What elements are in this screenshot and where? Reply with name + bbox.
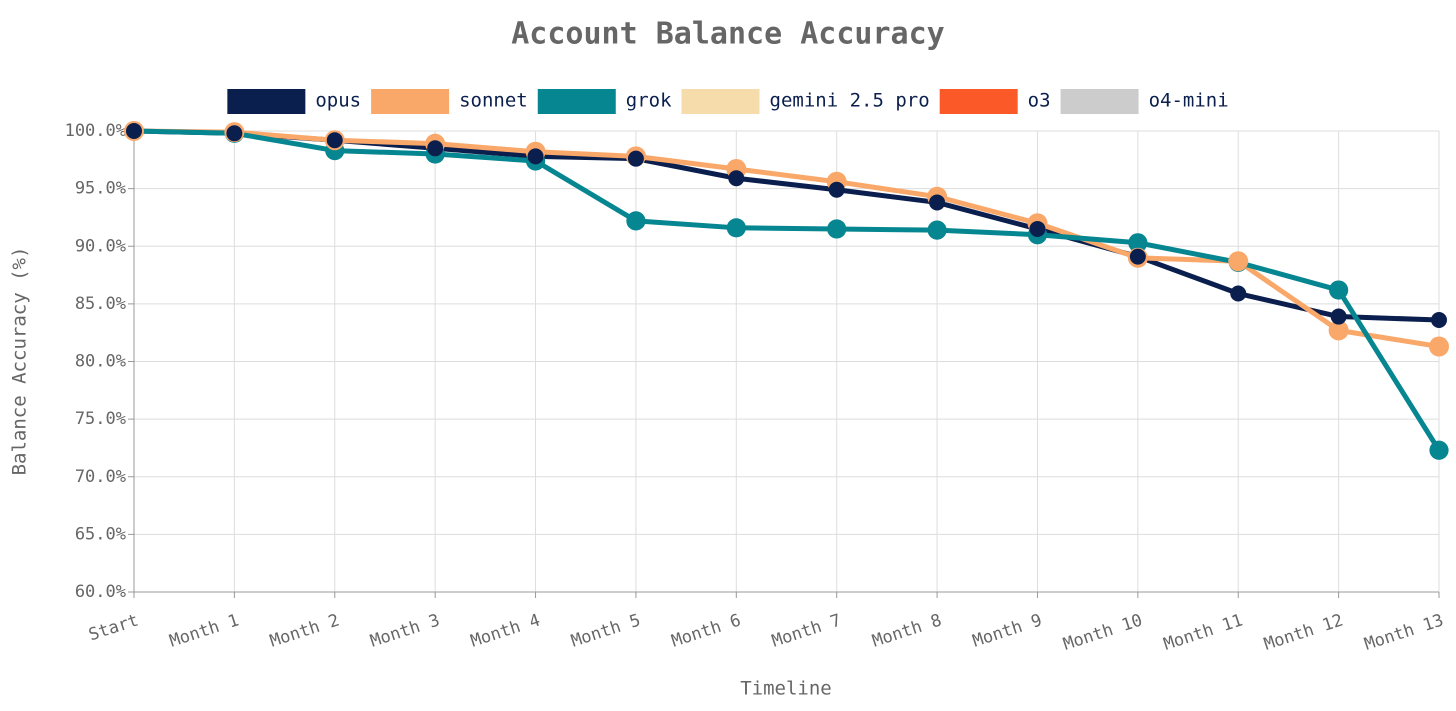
- x-tick-label: Month 4: [468, 610, 542, 651]
- x-tick-label: Month 10: [1061, 610, 1145, 654]
- data-point: [626, 211, 646, 231]
- data-point: [527, 148, 544, 165]
- data-point: [427, 140, 444, 157]
- legend-swatch: [1060, 89, 1139, 114]
- y-tick-label: 70.0%: [75, 467, 126, 487]
- x-tick-label: Month 1: [167, 610, 241, 651]
- legend-label: o4-mini: [1149, 90, 1229, 112]
- data-point: [929, 194, 946, 211]
- series-line: [133, 128, 1440, 349]
- legend-label: o3: [1028, 90, 1051, 112]
- legend-label: grok: [626, 90, 672, 112]
- data-point: [1029, 220, 1046, 237]
- y-tick-label: 60.0%: [75, 582, 126, 602]
- x-axis-label: Timeline: [740, 678, 832, 700]
- y-axis-label: Balance Accuracy (%): [9, 247, 31, 476]
- x-tick-label: Month 2: [268, 610, 342, 651]
- y-tick-label: 75.0%: [75, 409, 126, 429]
- x-tick-label: Month 12: [1262, 610, 1346, 654]
- x-tick-label: Month 6: [669, 610, 743, 651]
- data-point: [1431, 312, 1447, 329]
- data-point: [1230, 285, 1247, 302]
- legend: opus sonnet grok gemini 2.5 pro o3 o4-mini: [227, 89, 1229, 114]
- data-point: [927, 220, 947, 240]
- x-tick-label: Month 9: [970, 610, 1044, 651]
- y-tick-label: 65.0%: [75, 524, 126, 544]
- legend-swatch: [371, 89, 450, 114]
- legend-swatch: [537, 89, 616, 114]
- data-point: [126, 123, 142, 139]
- data-point: [1128, 233, 1148, 253]
- legend-label: gemini 2.5 pro: [770, 90, 930, 112]
- data-point: [1228, 251, 1249, 272]
- x-tick-label: Month 8: [870, 610, 944, 651]
- data-point: [1330, 308, 1347, 325]
- x-tick-label: Month 5: [569, 610, 643, 651]
- x-tick-label: Month 3: [368, 610, 442, 651]
- chart-title: Account Balance Accuracy: [511, 17, 944, 52]
- legend-swatch: [227, 89, 306, 114]
- legend-swatch: [939, 89, 1018, 114]
- data-point: [326, 132, 343, 149]
- data-point: [827, 219, 847, 239]
- grid: [133, 130, 1440, 593]
- y-tick-label: 85.0%: [75, 294, 126, 314]
- x-tick-label: Month 11: [1161, 610, 1245, 654]
- series-line: [133, 128, 1442, 452]
- legend-swatch: [681, 89, 760, 114]
- x-tick-label: Start: [86, 610, 141, 645]
- data-point: [726, 218, 746, 238]
- data-point: [828, 181, 845, 198]
- y-tick-label: 90.0%: [75, 236, 126, 256]
- data-point: [728, 170, 745, 187]
- x-tick-label: Month 13: [1362, 610, 1446, 654]
- legend-label: sonnet: [459, 90, 528, 112]
- legend-label: opus: [315, 90, 361, 112]
- data-point: [1429, 440, 1449, 460]
- data-point: [1129, 248, 1146, 265]
- data-point: [1328, 320, 1349, 341]
- data-point: [226, 125, 243, 142]
- x-tick-label: Month 7: [769, 610, 843, 651]
- y-tick-label: 80.0%: [75, 352, 126, 372]
- y-tick-label: 100.0%: [65, 121, 126, 141]
- data-point: [1329, 280, 1349, 300]
- data-point: [627, 150, 644, 167]
- data-point: [1429, 336, 1449, 357]
- y-tick-label: 95.0%: [75, 179, 126, 199]
